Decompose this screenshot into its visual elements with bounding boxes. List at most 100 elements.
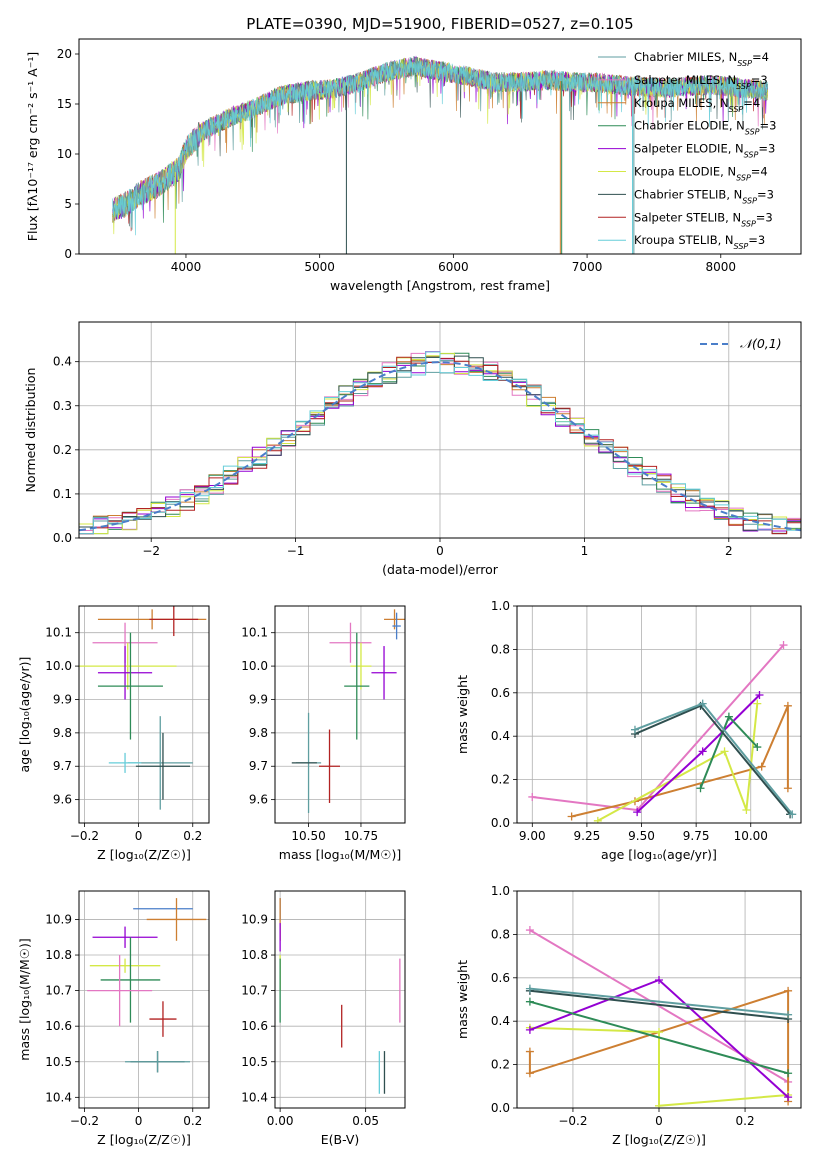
axes-frame	[78, 890, 210, 1109]
chart-weight_vs_Z: −0.2 0 0.2 0.0 0.2 0.4 0.6 0.8 1.0 Z [log₁₀(Z/Z☉)…	[455, 884, 802, 1147]
plus-marker	[633, 808, 642, 817]
y-axis-label: Flux [fλ10⁻¹⁷ erg cm⁻² s⁻¹ A⁻¹]	[25, 52, 40, 241]
x-tick-label: −0.2	[70, 1114, 99, 1128]
axes-frame	[274, 890, 406, 1109]
plus-marker	[525, 984, 534, 993]
y-tick-label: 9.9	[249, 692, 268, 706]
x-axis-label: mass [log₁₀(M/M☉)]	[279, 847, 401, 862]
y-tick-label: 20	[57, 47, 72, 61]
data-point	[319, 729, 340, 803]
x-tick-label: 0	[135, 829, 143, 843]
y-tick-label: 5	[64, 197, 72, 211]
plus-marker	[784, 986, 793, 995]
legend-label: Kroupa STELIB, NSSP=3	[634, 233, 765, 251]
data-point	[87, 955, 153, 1027]
y-tick-label: 10.5	[241, 1055, 268, 1069]
plus-marker	[753, 699, 762, 708]
plot-area	[79, 891, 209, 1108]
data-point	[108, 752, 142, 773]
y-tick-label: 9.8	[53, 726, 72, 740]
plus-marker	[655, 1028, 663, 1037]
x-tick-label: −0.2	[70, 829, 99, 843]
y-tick-label: 10.4	[45, 1090, 72, 1104]
y-tick-label: 0.2	[53, 443, 72, 457]
plus-marker	[525, 997, 534, 1006]
y-tick-label: 0.6	[491, 971, 510, 985]
plus-marker	[784, 1093, 793, 1102]
data-point	[97, 646, 153, 700]
x-tick-label: 8000	[706, 260, 737, 274]
plus-marker	[528, 792, 537, 801]
plus-marker	[525, 1047, 534, 1056]
x-tick-label: 9.25	[574, 829, 601, 843]
weight-line	[529, 987, 789, 1016]
legend-label: 𝒩(0,1)	[740, 336, 782, 351]
y-tick-label: 1.0	[491, 599, 510, 613]
legend-label: Chabrier MILES, NSSP=4	[634, 50, 769, 68]
plus-marker	[720, 747, 729, 756]
plus-marker	[784, 1069, 793, 1078]
data-point	[92, 926, 158, 948]
y-tick-label: 10.4	[241, 1090, 268, 1104]
y-tick-label: 0.8	[491, 927, 510, 941]
x-axis-label: age [log₁₀(age/yr)]	[601, 847, 717, 862]
y-tick-label: 9.6	[53, 793, 72, 807]
chart-age_vs_Z: −0.2 0 0.2 9.6 9.7 9.8 9.9 10.0 10.1 Z [log₁₀(Z/Z…	[17, 605, 210, 862]
x-tick-label: 0	[436, 544, 444, 558]
plus-marker	[724, 712, 733, 721]
x-tick-label: 0.2	[183, 829, 202, 843]
figure-title: PLATE=0390, MJD=51900, FIBERID=0527, z=0…	[246, 15, 633, 33]
y-tick-label: 0.8	[491, 642, 510, 656]
data-point	[146, 898, 207, 941]
plus-marker	[753, 743, 762, 752]
legend: 𝒩(0,1)	[700, 336, 782, 351]
y-tick-label: 10.6	[241, 1019, 268, 1033]
y-tick-label: 10.9	[241, 912, 268, 926]
legend-subscript: SSP	[741, 219, 756, 228]
plus-marker	[757, 762, 766, 771]
x-tick-label: 0	[135, 1114, 143, 1128]
x-tick-label: 9.75	[683, 829, 710, 843]
data-point	[97, 632, 163, 740]
legend-subscript: SSP	[734, 242, 749, 251]
axes-frame	[78, 605, 210, 824]
weight-line	[529, 989, 789, 1020]
data-point	[125, 1051, 191, 1073]
y-tick-label: 10.0	[241, 659, 268, 673]
y-tick-label: 0.2	[491, 773, 510, 787]
data-point	[149, 606, 199, 637]
x-tick-label: 10.50	[291, 829, 325, 843]
legend-label: Salpeter STELIB, NSSP=3	[634, 210, 773, 228]
legend-subscript: SSP	[736, 81, 751, 90]
x-tick-label: 4000	[171, 260, 202, 274]
y-axis-label: Normed distribution	[23, 368, 38, 493]
plot-area	[112, 55, 768, 254]
axes-frame	[78, 38, 802, 255]
axes-frame	[516, 890, 802, 1109]
y-tick-label: 10.0	[45, 659, 72, 673]
y-tick-label: 15	[57, 97, 72, 111]
plus-marker	[755, 690, 764, 699]
plus-marker	[696, 784, 705, 793]
data-point	[329, 622, 372, 663]
data-point	[344, 632, 370, 740]
y-tick-label: 0.4	[491, 729, 510, 743]
histogram-step	[79, 351, 801, 535]
y-tick-label: 10	[57, 147, 72, 161]
legend-label: Salpeter MILES, NSSP=3	[634, 73, 768, 91]
plus-marker	[783, 701, 792, 710]
y-axis-label: mass [log₁₀(M/M☉)]	[17, 938, 32, 1060]
x-tick-label: 10.00	[734, 829, 768, 843]
y-tick-label: 0.3	[53, 399, 72, 413]
y-tick-label: 10.1	[45, 626, 72, 640]
chart-mass_vs_Z: −0.2 0 0.2 10.4 10.5 10.6 10.7 10.8 10.9 Z [log₁₀…	[17, 890, 210, 1147]
plus-marker	[593, 816, 602, 823]
x-axis-label: E(B-V)	[321, 1132, 360, 1147]
legend-label: Kroupa ELODIE, NSSP=4	[634, 165, 768, 183]
x-axis-label: Z [log₁₀(Z/Z☉)]	[97, 847, 191, 862]
chart-age_vs_mass: 10.50 10.75 9.6 9.7 9.8 9.9 10.0 10.1 mass [log₁…	[241, 605, 406, 862]
plus-marker	[525, 926, 534, 935]
spectrum-line	[112, 57, 768, 236]
x-tick-label: 0	[655, 1114, 663, 1128]
x-tick-label: 5000	[304, 260, 335, 274]
